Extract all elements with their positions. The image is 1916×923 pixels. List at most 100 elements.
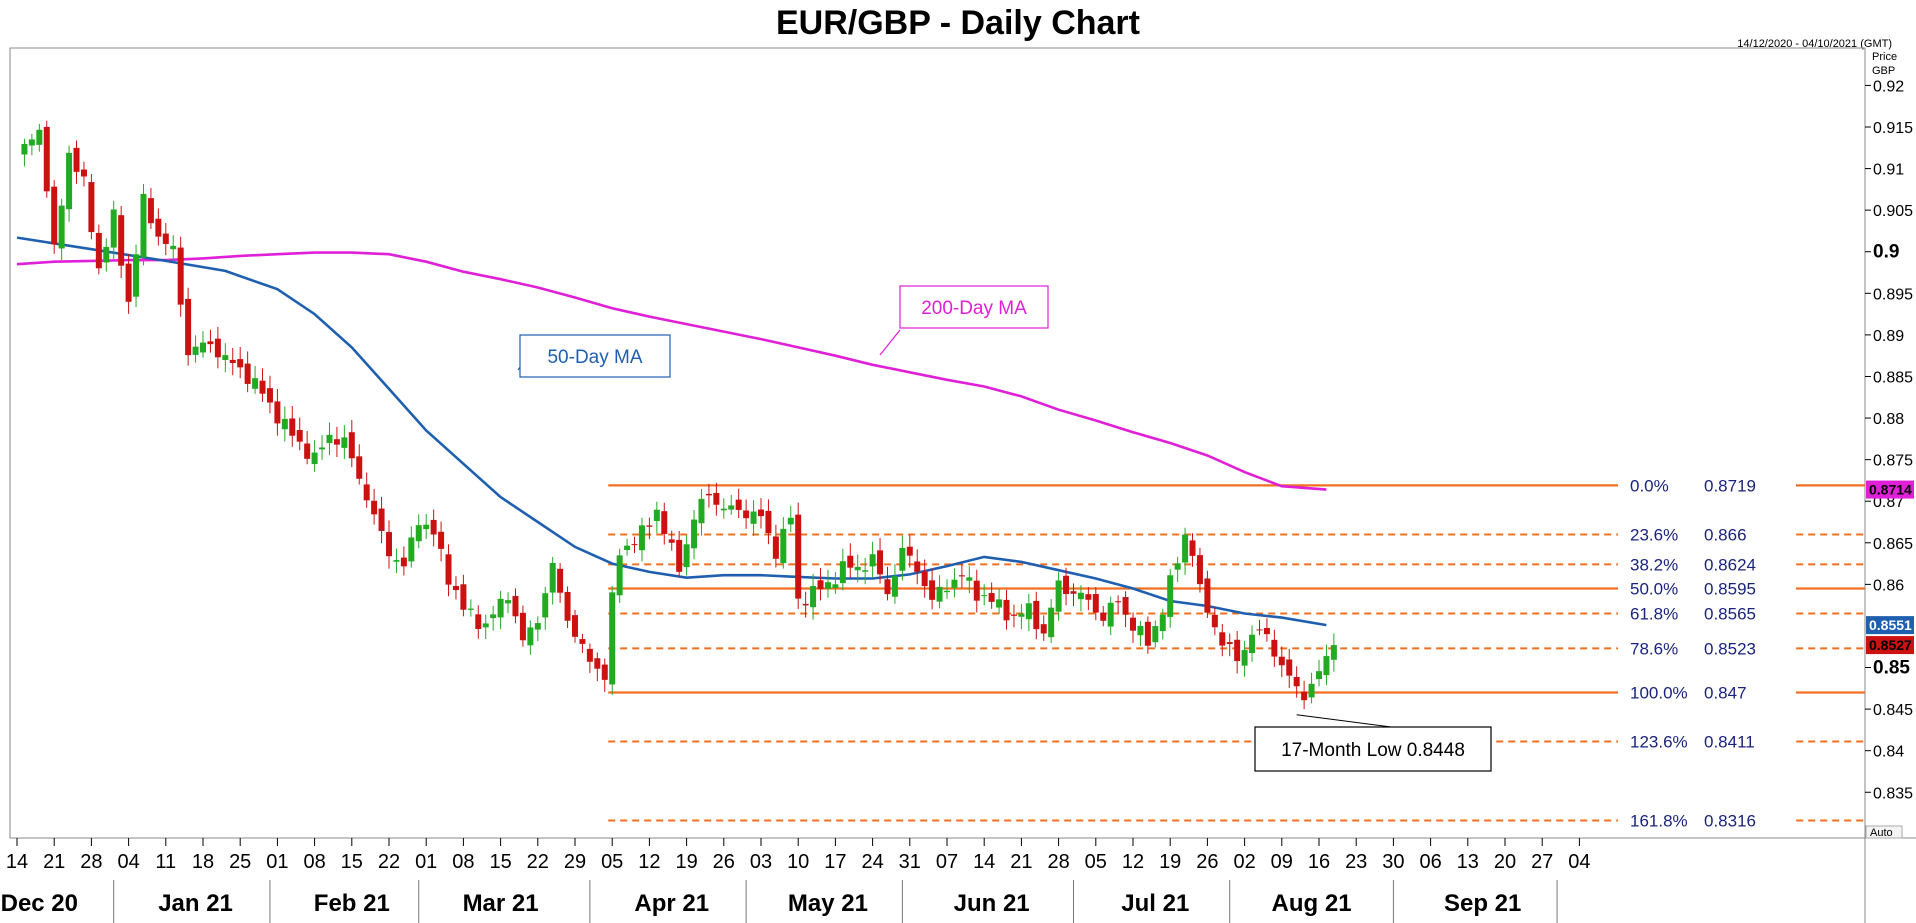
candle-down xyxy=(1286,659,1293,676)
x-tick-label: 27 xyxy=(1531,851,1553,873)
candle-down xyxy=(958,575,965,577)
x-tick-label: 20 xyxy=(1494,851,1516,873)
candle-down xyxy=(147,198,154,224)
candle-up xyxy=(966,577,973,581)
candle-up xyxy=(408,537,415,562)
y-tick-label: 0.84 xyxy=(1873,744,1904,761)
auto-scale-box[interactable] xyxy=(1865,825,1903,839)
month-label: Jun 21 xyxy=(954,890,1030,917)
candle-down xyxy=(758,509,764,517)
low-label-box xyxy=(1254,726,1492,772)
candle-down xyxy=(579,639,586,644)
candle-down xyxy=(519,612,526,641)
fib-value-label: 0.8316 xyxy=(1704,812,1756,831)
candle-down xyxy=(1085,594,1092,600)
candle-up xyxy=(1241,650,1248,666)
x-tick-label: 04 xyxy=(117,851,139,873)
candle-up xyxy=(653,509,660,521)
x-tick-label: 02 xyxy=(1233,851,1255,873)
price-tag-label: 0.8714 xyxy=(1869,482,1912,498)
candle-down xyxy=(155,218,162,237)
candle-up xyxy=(222,355,229,360)
x-tick-label: 24 xyxy=(861,851,883,873)
candle-up xyxy=(1316,671,1322,680)
y-axis-title-currency: GBP xyxy=(1872,65,1895,77)
candle-up xyxy=(899,547,906,571)
candle-down xyxy=(1219,632,1226,646)
y-tick-label: 0.915 xyxy=(1873,120,1913,137)
y-tick-label: 0.9 xyxy=(1873,242,1899,263)
candle-down xyxy=(266,388,273,403)
candle-down xyxy=(906,546,913,556)
candle-up xyxy=(393,560,400,562)
candle-down xyxy=(594,658,601,669)
candle-up xyxy=(490,614,497,619)
candle-down xyxy=(1234,639,1241,662)
x-tick-label: 21 xyxy=(43,851,65,873)
auto-scale-label[interactable]: Auto xyxy=(1870,827,1893,839)
candle-down xyxy=(631,544,638,546)
candle-down xyxy=(802,603,809,606)
price-tags: 0.8714 0.8551 0.8527 xyxy=(1866,480,1914,655)
x-tick-label: 15 xyxy=(489,851,511,873)
x-tick-label: 31 xyxy=(899,851,921,873)
candle-up xyxy=(609,592,616,685)
x-tick-label: 04 xyxy=(1568,851,1590,873)
candle-down xyxy=(988,593,995,602)
fib-pct-label: 61.8% xyxy=(1630,604,1678,623)
candle-down xyxy=(430,519,437,535)
x-tick-label: 01 xyxy=(266,851,288,873)
month-label: Apr 21 xyxy=(634,890,709,917)
ma200-label: 200-Day MA xyxy=(921,298,1027,319)
candle-up xyxy=(1167,575,1174,617)
candle-down xyxy=(884,579,891,595)
candle-down xyxy=(668,539,675,543)
candle-down xyxy=(1271,639,1278,657)
candle-up xyxy=(862,570,869,572)
candle-up xyxy=(1330,645,1337,660)
candle-down xyxy=(274,401,281,424)
candle-down xyxy=(356,456,363,479)
price-tag xyxy=(1866,480,1914,499)
fib-value-label: 0.8624 xyxy=(1704,555,1756,574)
y-axis-title-price: Price xyxy=(1872,51,1897,63)
candle-down xyxy=(1115,601,1122,603)
y-tick-label: 0.895 xyxy=(1873,286,1913,303)
price-tag-label: 0.8527 xyxy=(1869,637,1912,653)
x-tick-label: 05 xyxy=(1085,851,1107,873)
candle-up xyxy=(140,193,147,258)
candle-up xyxy=(683,544,690,568)
x-tick-label: 30 xyxy=(1382,851,1404,873)
y-tick-label: 0.86 xyxy=(1873,577,1904,594)
x-tick-label: 08 xyxy=(303,851,325,873)
candle-down xyxy=(400,557,407,567)
candle-down xyxy=(1003,599,1010,621)
x-tick-label: 18 xyxy=(192,851,214,873)
ma50-line xyxy=(16,236,1327,627)
price-tag xyxy=(1866,616,1914,635)
x-tick-label: 12 xyxy=(638,851,660,873)
candle-down xyxy=(445,554,452,585)
candle-up xyxy=(66,152,73,210)
low-label: 17-Month Low 0.8448 xyxy=(1281,740,1465,761)
candle-up xyxy=(1055,580,1062,612)
candle-up xyxy=(534,623,541,630)
candle-down xyxy=(88,182,95,233)
candle-up xyxy=(326,434,333,444)
candle-down xyxy=(244,363,251,384)
candle-up xyxy=(750,511,757,524)
x-tick-label: 05 xyxy=(601,851,623,873)
candle-down xyxy=(1256,629,1263,631)
candle-down xyxy=(371,500,378,515)
candle-up xyxy=(981,595,988,597)
candle-up xyxy=(482,623,489,628)
fib-value-label: 0.8719 xyxy=(1704,476,1756,495)
fib-label-bg xyxy=(1618,809,1796,832)
x-tick-label: 25 xyxy=(229,851,251,873)
fib-value-label: 0.8523 xyxy=(1704,639,1756,658)
candle-down xyxy=(564,591,571,621)
candle-down xyxy=(363,484,370,501)
candle-up xyxy=(110,209,117,248)
candle-down xyxy=(452,585,459,591)
candle-up xyxy=(1174,563,1181,570)
